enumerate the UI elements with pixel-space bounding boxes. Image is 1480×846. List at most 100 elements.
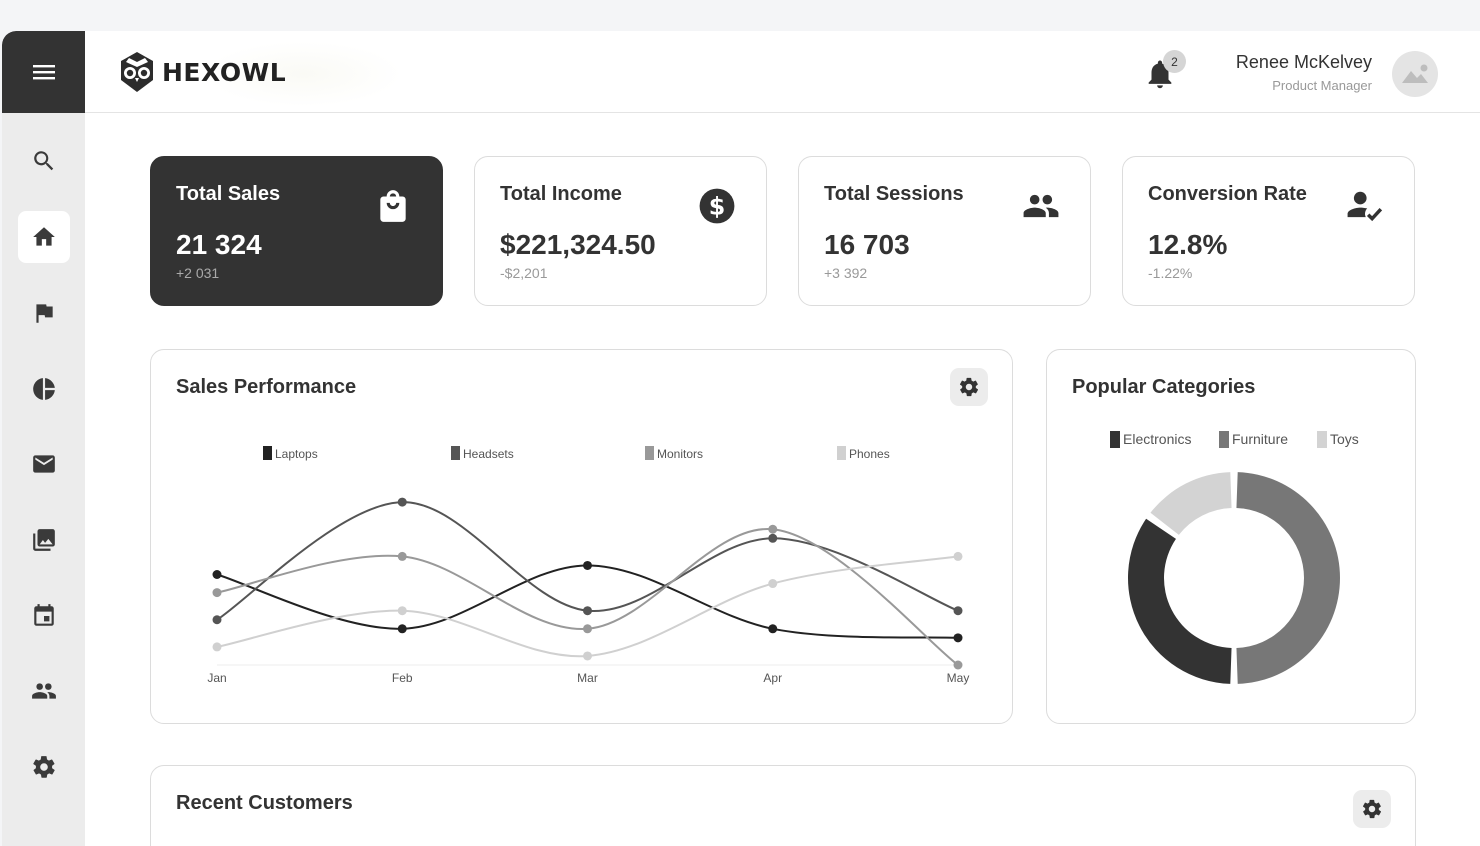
logo-glow [203,41,403,107]
sales-performance-panel: Sales Performance Jan Feb Mar Apr May Laptops… [150,349,1013,724]
data-point[interactable] [768,524,778,534]
data-point[interactable] [397,551,407,561]
svg-text:$: $ [709,193,726,221]
gear-icon [1362,799,1382,819]
data-point[interactable] [768,579,778,589]
legend-swatch [837,446,846,460]
stat-card-conversion-rate[interactable]: Conversion Rate 12.8% -1.22% [1122,156,1415,306]
data-point[interactable] [397,606,407,616]
sidebar-item-users[interactable] [18,665,70,717]
stat-card-total-sessions[interactable]: Total Sessions 16 703 +3 392 [798,156,1091,306]
data-point[interactable] [583,624,592,634]
stat-title: Total Sales [176,183,281,205]
hamburger-icon [32,65,55,80]
legend-swatch [1110,431,1120,448]
data-point[interactable] [212,570,222,579]
users-icon [32,683,56,699]
gallery-icon [33,529,55,551]
stat-title: Total Sessions [824,183,964,205]
stat-title: Conversion Rate [1148,183,1307,205]
stat-value: 21 324 [176,229,262,260]
sidebar-item-flag[interactable] [18,287,70,339]
data-point[interactable] [212,615,222,625]
categories-donut-chart: Electronics Furniture Toys [1110,431,1359,684]
sidebar-item-gallery[interactable] [18,514,70,566]
data-point[interactable] [953,606,963,616]
home-icon [33,227,55,246]
gear-icon [959,377,979,397]
panel-title: Popular Categories [1072,376,1256,398]
data-point[interactable] [953,660,963,670]
stat-value: 16 703 [824,229,910,260]
stat-card-total-sales[interactable]: Total Sales 21 324 +2 031 [150,156,443,306]
sales-settings-button[interactable] [950,368,988,406]
data-point[interactable] [583,606,592,616]
sidebar [2,31,85,846]
stat-value: $221,324.50 [500,229,656,260]
legend-label: Phones [849,447,890,461]
panel-title: Sales Performance [176,376,357,398]
sidebar-item-reports[interactable] [18,363,70,415]
avatar-placeholder-icon [1402,64,1428,83]
data-point[interactable] [953,633,963,643]
x-tick-label: Jan [207,671,226,685]
stat-delta: -1.22% [1148,265,1193,281]
data-point[interactable] [583,651,592,661]
settings-icon [33,756,55,778]
notification-badge: 2 [1163,50,1186,73]
legend-label: Toys [1330,431,1359,447]
data-point[interactable] [768,624,778,634]
menu-button[interactable] [2,31,85,113]
pie-chart-icon [33,378,55,400]
stat-card-total-income[interactable]: Total Income $221,324.50 -$2,201 $ [474,156,767,306]
legend-label: Laptops [275,447,318,461]
brand-logo[interactable]: HEXOWL [117,49,286,95]
data-point[interactable] [397,624,407,634]
data-point[interactable] [397,497,407,507]
calendar-icon [34,604,54,626]
legend-swatch [263,446,272,460]
shopping-bag-icon [380,190,406,222]
legend-swatch [1317,431,1327,448]
app-window: HEXOWL 2 Renee McKelvey Product Manager … [2,31,1480,846]
flag-icon [36,304,53,323]
data-point[interactable] [768,533,778,543]
x-tick-label: Mar [577,671,598,685]
stat-delta: +3 392 [824,265,868,281]
panel-title: Recent Customers [176,792,353,814]
stat-value: 12.8% [1148,229,1228,260]
data-point[interactable] [212,642,222,652]
user-name: Renee McKelvey [1235,52,1372,72]
x-tick-label: Apr [763,671,782,685]
legend-swatch [451,446,460,460]
search-icon [34,151,54,171]
donut-slice-electronics[interactable] [1128,518,1232,684]
legend-swatch [645,446,654,460]
donut-slice-toys[interactable] [1150,472,1232,535]
data-point[interactable] [583,560,592,570]
data-point[interactable] [953,551,963,561]
top-header: HEXOWL 2 Renee McKelvey Product Manager [85,31,1480,113]
legend-label: Furniture [1232,431,1288,447]
donut-slice-furniture[interactable] [1236,472,1340,684]
series-line-monitors [216,528,959,666]
x-tick-label: Feb [392,671,413,685]
legend-label: Electronics [1123,431,1191,447]
customers-settings-button[interactable] [1353,790,1391,828]
sidebar-item-search[interactable] [18,135,70,187]
user-check-icon [1347,191,1383,222]
users-icon [1023,194,1059,218]
x-tick-label: May [947,671,970,685]
sidebar-item-home[interactable] [18,211,70,263]
sidebar-item-calendar[interactable] [18,590,70,642]
data-point[interactable] [212,588,222,598]
user-role: Product Manager [1272,78,1372,93]
stat-delta: -$2,201 [500,265,548,281]
avatar[interactable] [1392,51,1438,97]
sidebar-item-settings[interactable] [18,741,70,793]
popular-categories-panel: Popular Categories Electronics Furniture T… [1046,349,1416,724]
sidebar-item-mail[interactable] [18,438,70,490]
mail-icon [33,455,55,473]
series-line-headsets [216,501,959,621]
legend-swatch [1219,431,1229,448]
